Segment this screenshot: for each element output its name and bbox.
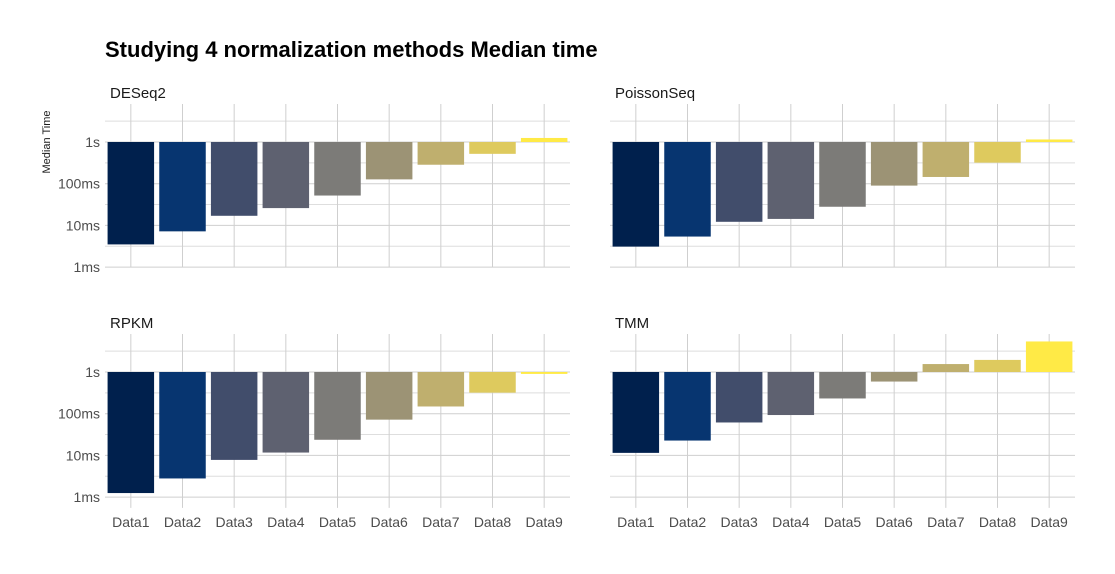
bar-data7 — [922, 364, 970, 372]
x-tick-label: Data1 — [112, 514, 150, 530]
bar-data9 — [520, 137, 568, 142]
y-tick-label: 100ms — [58, 406, 100, 422]
bar-data4 — [767, 372, 815, 416]
bar-data7 — [417, 372, 465, 407]
y-tick-label: 10ms — [66, 217, 100, 233]
bar-data6 — [870, 372, 918, 382]
x-tick-label: Data7 — [927, 514, 965, 530]
bar-data9 — [520, 372, 568, 374]
facet-panels: DESeq2 1s 100ms 10ms 1ms PoissonSeq RPKM 1s 100m… — [58, 85, 1075, 530]
bar-data1 — [107, 142, 155, 245]
x-tick-label: Data7 — [422, 514, 460, 530]
bar-data3 — [210, 142, 258, 216]
x-tick-label: Data6 — [370, 514, 408, 530]
x-tick-label: Data8 — [474, 514, 512, 530]
bar-data6 — [365, 372, 413, 420]
bar-data1 — [612, 372, 660, 453]
bar-data1 — [107, 372, 155, 494]
x-tick-label: Data5 — [824, 514, 862, 530]
y-tick-label: 1ms — [74, 489, 100, 505]
y-tick-label: 1ms — [74, 259, 100, 275]
bar-data8 — [974, 359, 1021, 372]
x-tick-label: Data9 — [1030, 514, 1068, 530]
panel-deseq2: DESeq2 1s 100ms 10ms 1ms — [58, 85, 570, 275]
bar-data3 — [210, 372, 258, 460]
bar-data5 — [314, 142, 361, 196]
x-tick-label: Data9 — [525, 514, 563, 530]
chart-title: Studying 4 normalization methods Median … — [105, 37, 598, 62]
bar-data2 — [664, 142, 711, 237]
y-tick-label: 1s — [85, 364, 100, 380]
panel-title: RPKM — [110, 315, 153, 332]
y-axis-label: Median Time — [41, 111, 53, 174]
bar-data7 — [922, 142, 970, 177]
x-tick-label: Data3 — [215, 514, 253, 530]
bar-data5 — [314, 372, 361, 440]
bar-data2 — [159, 142, 206, 232]
panel-title: TMM — [615, 315, 649, 332]
bar-data3 — [715, 142, 763, 222]
panel-title: PoissonSeq — [615, 85, 695, 102]
panel-poissonseq: PoissonSeq — [610, 85, 1075, 268]
panel-tmm: TMM Data1 Data2 Data3 Data4 Data5 Data6 Data7 Da… — [610, 315, 1075, 530]
y-tick-label: 100ms — [58, 176, 100, 192]
bar-data4 — [767, 142, 815, 219]
x-tick-label: Data3 — [720, 514, 758, 530]
x-tick-label: Data4 — [772, 514, 810, 530]
x-tick-label: Data6 — [875, 514, 913, 530]
bar-data5 — [819, 142, 866, 207]
bar-data6 — [870, 142, 918, 186]
x-tick-label: Data2 — [669, 514, 707, 530]
bar-data1 — [612, 142, 660, 247]
bar-data4 — [262, 142, 310, 209]
x-tick-label: Data4 — [267, 514, 305, 530]
x-tick-label: Data2 — [164, 514, 202, 530]
bar-data2 — [159, 372, 206, 479]
bar-data9 — [1025, 341, 1073, 372]
bar-data8 — [974, 142, 1021, 163]
bar-data2 — [664, 372, 711, 441]
panel-rpkm: RPKM 1s 100ms 10ms 1ms Data1 Data2 Data3 Data4 Da… — [58, 315, 570, 530]
x-tick-label: Data5 — [319, 514, 357, 530]
bar-data8 — [469, 142, 516, 154]
x-tick-label: Data8 — [979, 514, 1017, 530]
bar-data8 — [469, 372, 516, 393]
y-tick-label: 10ms — [66, 447, 100, 463]
bar-data9 — [1025, 139, 1073, 142]
bar-data5 — [819, 372, 866, 399]
bar-data3 — [715, 372, 763, 423]
panel-title: DESeq2 — [110, 85, 166, 102]
bar-data7 — [417, 142, 465, 165]
bar-data4 — [262, 372, 310, 453]
bar-data6 — [365, 142, 413, 180]
y-tick-label: 1s — [85, 134, 100, 150]
x-tick-label: Data1 — [617, 514, 655, 530]
